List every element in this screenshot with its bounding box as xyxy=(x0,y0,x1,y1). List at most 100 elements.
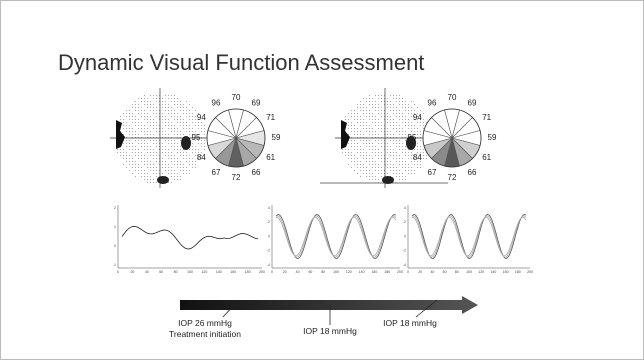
field-dot xyxy=(420,110,421,111)
field-dot xyxy=(378,104,379,105)
field-dot xyxy=(363,140,364,141)
field-dot xyxy=(138,122,139,123)
field-dot xyxy=(171,152,172,153)
field-dot xyxy=(420,140,421,141)
field-dot xyxy=(426,158,427,159)
field-dot xyxy=(408,107,409,108)
field-dot xyxy=(189,125,190,126)
field-dot xyxy=(186,155,187,156)
field-dot xyxy=(177,116,178,117)
field-dot xyxy=(357,113,358,114)
field-dot xyxy=(375,176,376,177)
field-dot xyxy=(417,131,418,132)
field-dot xyxy=(183,128,184,129)
field-dot xyxy=(162,161,163,162)
field-dot xyxy=(351,167,352,168)
field-dot xyxy=(375,107,376,108)
field-dot xyxy=(399,110,400,111)
field-dot xyxy=(372,122,373,123)
field-dot xyxy=(366,161,367,162)
field-dot xyxy=(126,122,127,123)
field-dot xyxy=(411,113,412,114)
field-dot xyxy=(192,107,193,108)
field-dot xyxy=(366,98,367,99)
field-dot xyxy=(372,149,373,150)
field-dot xyxy=(378,155,379,156)
field-dot xyxy=(366,152,367,153)
field-dot xyxy=(402,176,403,177)
field-dot xyxy=(390,107,391,108)
field-dot xyxy=(348,164,349,165)
field-dot xyxy=(378,158,379,159)
field-dot xyxy=(204,146,205,147)
field-dot xyxy=(198,143,199,144)
field-dot xyxy=(180,116,181,117)
sector-label: 66 xyxy=(468,168,477,177)
field-dot xyxy=(141,143,142,144)
field-dot xyxy=(372,116,373,117)
field-dot xyxy=(150,125,151,126)
field-dot xyxy=(366,131,367,132)
field-dot xyxy=(186,110,187,111)
field-dot xyxy=(408,110,409,111)
field-dot xyxy=(180,179,181,180)
field-dot xyxy=(171,101,172,102)
x-tick-label: 180 xyxy=(384,270,390,274)
field-dot xyxy=(381,116,382,117)
field-dot xyxy=(174,125,175,126)
field-dot xyxy=(420,131,421,132)
field-dot xyxy=(354,158,355,159)
field-dot xyxy=(375,110,376,111)
field-dot xyxy=(150,107,151,108)
field-dot xyxy=(372,173,373,174)
field-dot xyxy=(165,119,166,120)
field-dot xyxy=(393,128,394,129)
field-dot xyxy=(363,155,364,156)
field-dot xyxy=(369,131,370,132)
field-dot xyxy=(375,104,376,105)
field-dot xyxy=(420,134,421,135)
sector-label: 67 xyxy=(212,168,221,177)
field-dot xyxy=(144,170,145,171)
field-dot xyxy=(189,128,190,129)
field-dot xyxy=(174,101,175,102)
x-tick-label: 120 xyxy=(478,270,484,274)
field-dot xyxy=(405,131,406,132)
field-dot xyxy=(345,116,346,117)
field-dot xyxy=(360,167,361,168)
field-dot xyxy=(378,170,379,171)
field-dot xyxy=(366,146,367,147)
field-dot xyxy=(387,113,388,114)
field-dot xyxy=(126,110,127,111)
field-dot xyxy=(153,125,154,126)
field-dot xyxy=(375,155,376,156)
field-dot xyxy=(390,116,391,117)
field-dot xyxy=(405,170,406,171)
x-tick-label: 160 xyxy=(371,270,377,274)
field-dot xyxy=(129,158,130,159)
field-dot xyxy=(369,146,370,147)
field-dot xyxy=(375,95,376,96)
field-dot xyxy=(129,161,130,162)
field-dot xyxy=(342,149,343,150)
field-dot xyxy=(171,167,172,168)
field-dot xyxy=(405,122,406,123)
field-dot xyxy=(387,101,388,102)
field-dot xyxy=(165,134,166,135)
field-dot xyxy=(156,161,157,162)
field-defect xyxy=(157,176,169,184)
field-dot xyxy=(390,161,391,162)
field-dot xyxy=(399,116,400,117)
field-dot xyxy=(153,140,154,141)
field-dot xyxy=(354,125,355,126)
field-dot xyxy=(381,173,382,174)
field-dot xyxy=(408,173,409,174)
field-dot xyxy=(390,101,391,102)
field-dot xyxy=(186,101,187,102)
field-dot xyxy=(354,119,355,120)
field-dot xyxy=(153,173,154,174)
field-dot xyxy=(132,116,133,117)
field-dot xyxy=(126,116,127,117)
field-dot xyxy=(366,113,367,114)
field-dot xyxy=(180,164,181,165)
